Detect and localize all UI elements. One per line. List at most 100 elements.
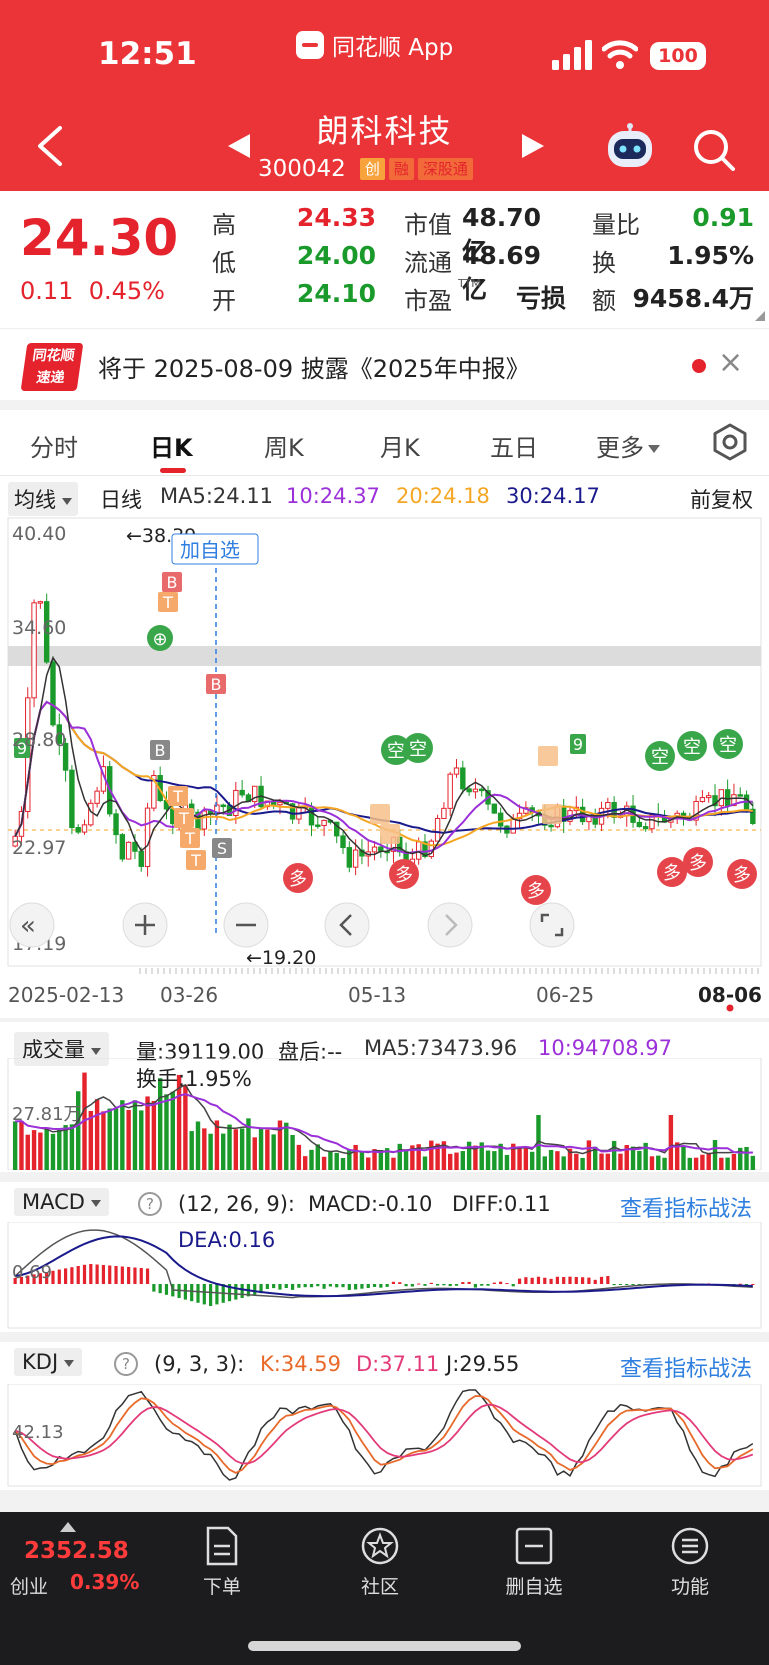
settings-hex-icon[interactable] — [710, 422, 750, 462]
x-label-5: 08-06 — [698, 983, 762, 1007]
signal-marker-bg — [147, 625, 173, 651]
candle-body — [43, 601, 50, 663]
tab-five-day[interactable]: 五日 — [490, 434, 538, 462]
candle-body — [453, 767, 460, 775]
close-icon[interactable]: × — [718, 345, 744, 380]
nav-community[interactable]: 社区 — [330, 1526, 430, 1599]
buy-marker: B — [211, 675, 222, 694]
j-line — [14, 1389, 754, 1481]
volume-bar — [63, 1125, 68, 1170]
nav-functions[interactable]: 功能 — [640, 1526, 740, 1599]
macd-histogram-bar — [45, 1272, 49, 1284]
signal-marker: ⊕ — [152, 629, 167, 650]
collapse-left-button[interactable]: « — [9, 902, 55, 948]
notice-bar[interactable]: 同花顺 速递 将于 2025-08-09 披露《2025年中报》 × — [0, 328, 769, 400]
volume-bar — [107, 1108, 112, 1170]
vol-ma5-line — [15, 1083, 753, 1155]
ma5-value: MA5:24.11 — [160, 484, 274, 508]
volume-bar — [605, 1153, 611, 1170]
candle-body — [37, 601, 44, 604]
fullscreen-button[interactable] — [529, 902, 575, 948]
macd-histogram-bar — [744, 1284, 749, 1285]
candle-body — [315, 824, 321, 827]
dea-line — [15, 1235, 753, 1298]
turnover-label: 换手:1.95% — [136, 1067, 252, 1091]
kline-chart[interactable]: BT⊕BBTTTTS9 9空空空空空多 多多多 多多 40.40 34.60 28.8… — [0, 516, 769, 1016]
logo-line-2: 速递 — [35, 370, 66, 386]
d-value: D:37.11 — [356, 1352, 440, 1376]
candle-body — [132, 841, 138, 852]
zoom-out-button[interactable] — [223, 902, 269, 948]
macd-histogram-bar — [347, 1284, 351, 1290]
x-axis-ticks — [139, 968, 759, 974]
candle-body — [119, 834, 126, 860]
indicator-select[interactable]: 均线 — [8, 482, 78, 516]
volume-chart[interactable]: 换手:1.95% 27.81万 — [0, 1058, 769, 1170]
candle-body — [138, 850, 144, 867]
k-value: K:34.59 — [260, 1352, 341, 1376]
macd-strategy-link[interactable]: 查看指标战法 — [620, 1197, 753, 1222]
scroll-right-button[interactable] — [427, 902, 473, 948]
kdj-select[interactable]: KDJ — [14, 1348, 83, 1376]
volume-bar — [693, 1157, 699, 1170]
zoom-in-button[interactable] — [122, 902, 168, 948]
help-icon[interactable]: ? — [114, 1352, 138, 1376]
tab-intraday[interactable]: 分时 — [30, 434, 78, 462]
candle-body — [479, 788, 485, 792]
volume-bar — [233, 1129, 239, 1170]
volume-bar — [567, 1148, 573, 1170]
candle-body — [75, 827, 81, 833]
tab-more[interactable]: 更多 — [596, 428, 660, 463]
next-stock-icon[interactable] — [520, 132, 546, 160]
y-label-1: 40.40 — [12, 523, 66, 545]
adjust-toggle[interactable]: 前复权 — [690, 488, 753, 512]
tab-weekly-k[interactable]: 周K — [264, 434, 304, 462]
add-watch-tag[interactable]: 加自选 — [171, 533, 259, 565]
macd-select[interactable]: MACD — [14, 1188, 109, 1216]
robot-assistant-icon[interactable] — [604, 123, 656, 171]
expand-corner-icon[interactable] — [755, 311, 765, 321]
remove-watch-icon — [515, 1527, 553, 1565]
volume-bar — [574, 1153, 579, 1170]
macd-histogram-bar — [158, 1284, 162, 1294]
candle-body — [737, 794, 743, 797]
svg-text:«: « — [20, 911, 36, 941]
unread-dot-icon — [692, 359, 706, 373]
help-icon[interactable]: ? — [138, 1192, 162, 1216]
scroll-left-button[interactable] — [324, 902, 370, 948]
tab-daily-k[interactable]: 日K — [150, 434, 193, 462]
macd-histogram-bar — [492, 1282, 496, 1284]
volume-bar — [366, 1157, 371, 1170]
volume-bar — [744, 1147, 749, 1170]
caret-down-icon — [90, 1199, 101, 1207]
t-marker-bg — [158, 592, 178, 612]
macd-histogram-bar — [524, 1277, 528, 1284]
macd-histogram-bar — [297, 1284, 301, 1288]
logo-line-1: 同花顺 — [31, 348, 76, 364]
candle-body — [277, 801, 283, 806]
candle-body — [308, 805, 315, 826]
macd-chart[interactable]: DEA:0.16 0.69 — [0, 1222, 769, 1330]
back-arrow-icon[interactable] — [30, 122, 70, 170]
t-marker: T — [178, 809, 189, 828]
volume-value: 量:39119.00 — [136, 1040, 265, 1064]
prev-stock-icon[interactable] — [226, 132, 252, 160]
value-low: 24.00 — [296, 241, 376, 270]
macd-histogram-bar — [606, 1276, 610, 1284]
low-label: ←19.20 — [246, 947, 316, 969]
volume-bar — [334, 1152, 339, 1170]
volume-bar — [719, 1157, 724, 1170]
search-icon[interactable] — [692, 128, 736, 172]
volume-bar — [38, 1132, 43, 1170]
macd-histogram-bar — [303, 1284, 307, 1288]
index-value[interactable]: 2352.58 — [24, 1538, 129, 1564]
kdj-chart[interactable]: 42.13 — [0, 1384, 769, 1488]
volume-bar — [403, 1150, 409, 1170]
nav-remove-watch[interactable]: 删自选 — [484, 1526, 584, 1599]
volume-bar — [687, 1157, 693, 1170]
index-up-icon — [60, 1522, 76, 1532]
kdj-strategy-link[interactable]: 查看指标战法 — [620, 1357, 753, 1382]
caret-down-icon — [62, 497, 72, 505]
nav-order[interactable]: 下单 — [172, 1526, 272, 1599]
tab-monthly-k[interactable]: 月K — [380, 434, 420, 462]
